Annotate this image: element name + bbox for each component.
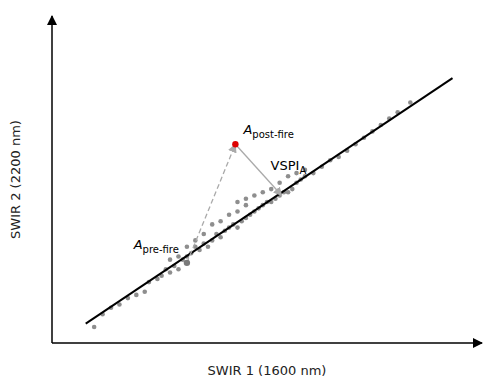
arrow-label-subscript: A <box>299 165 306 176</box>
point-label: Apre-fire <box>133 237 179 255</box>
point-label: Apost-fire <box>242 122 293 140</box>
scatter-point <box>210 222 215 227</box>
arrow <box>187 144 235 263</box>
scatter-point <box>227 212 232 217</box>
scatter-point <box>134 293 139 298</box>
scatter-point <box>235 225 240 230</box>
y-axis-label: SWIR 2 (2200 nm) <box>8 120 23 239</box>
scatter-point <box>286 190 291 195</box>
scatter-point <box>206 245 211 250</box>
point-label-subscript: post-fire <box>252 129 294 140</box>
chart: Apre-fireApost-fireVSPIASWIR 1 (1600 nm)… <box>0 0 500 389</box>
scatter-point <box>286 174 291 179</box>
scatter-point <box>201 232 206 237</box>
scatter-point <box>235 209 240 214</box>
plot-area <box>86 78 453 329</box>
y-axis <box>51 16 53 343</box>
highlight-point <box>184 260 190 266</box>
arrow-label-main: VSPI <box>271 158 300 173</box>
scatter-point <box>185 245 190 250</box>
scatter-point <box>277 180 282 185</box>
scatter-point <box>168 257 173 262</box>
scatter-point <box>168 270 173 275</box>
x-axis-label: SWIR 1 (1600 nm) <box>208 363 327 378</box>
scatter-point <box>92 325 97 330</box>
scatter-point <box>260 190 265 195</box>
scatter-point <box>235 200 240 205</box>
arrow-label: VSPIA <box>271 158 307 176</box>
point-label-main: A <box>133 237 143 252</box>
point-label-subscript: pre-fire <box>143 244 179 255</box>
scatter-point <box>244 203 249 208</box>
scatter-point <box>244 196 249 201</box>
x-axis <box>52 342 482 344</box>
scatter-point <box>218 219 223 224</box>
highlight-point <box>232 141 238 147</box>
point-label-main: A <box>242 122 252 137</box>
scatter-point <box>142 289 147 294</box>
scatter-point <box>252 193 257 198</box>
line <box>86 78 453 323</box>
scatter-point <box>269 187 274 192</box>
scatter-point <box>176 267 181 272</box>
